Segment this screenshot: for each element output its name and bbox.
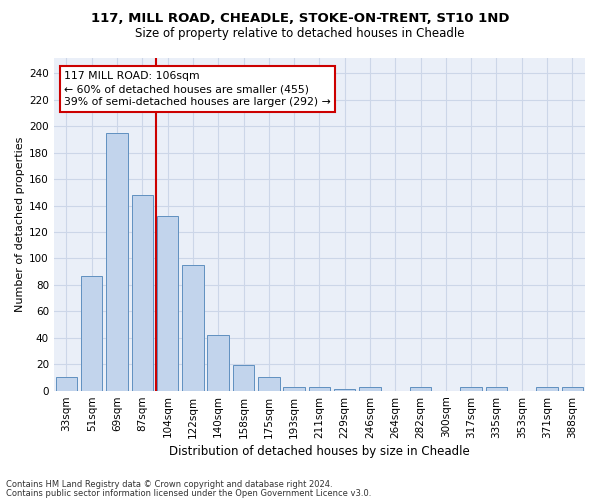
Bar [283,386,305,390]
Text: 117 MILL ROAD: 106sqm
← 60% of detached houses are smaller (455)
39% of semi-det: 117 MILL ROAD: 106sqm ← 60% of detached … [64,71,331,107]
Bar [359,386,381,390]
Bar [486,386,507,390]
X-axis label: Distribution of detached houses by size in Cheadle: Distribution of detached houses by size … [169,444,470,458]
Bar [131,195,153,390]
Bar [157,216,178,390]
Y-axis label: Number of detached properties: Number of detached properties [15,136,25,312]
Bar [81,276,103,390]
Bar [308,386,330,390]
Bar [258,378,280,390]
Bar [233,366,254,390]
Bar [56,378,77,390]
Bar [536,386,558,390]
Bar [208,335,229,390]
Bar [410,386,431,390]
Bar [334,389,355,390]
Text: Contains public sector information licensed under the Open Government Licence v3: Contains public sector information licen… [6,489,371,498]
Text: Size of property relative to detached houses in Cheadle: Size of property relative to detached ho… [135,28,465,40]
Text: Contains HM Land Registry data © Crown copyright and database right 2024.: Contains HM Land Registry data © Crown c… [6,480,332,489]
Bar [182,265,203,390]
Text: 117, MILL ROAD, CHEADLE, STOKE-ON-TRENT, ST10 1ND: 117, MILL ROAD, CHEADLE, STOKE-ON-TRENT,… [91,12,509,26]
Bar [562,386,583,390]
Bar [106,133,128,390]
Bar [460,386,482,390]
